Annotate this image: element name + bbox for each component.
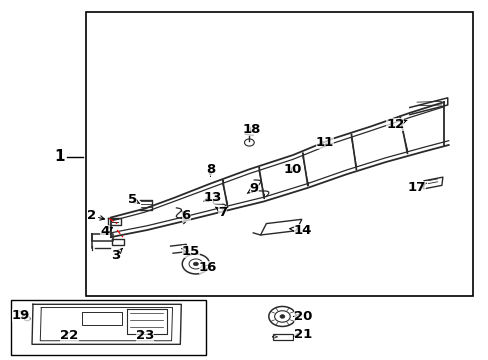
Text: 3: 3 <box>111 248 122 261</box>
Text: 9: 9 <box>247 183 258 195</box>
Text: 17: 17 <box>407 181 426 194</box>
Text: 16: 16 <box>199 261 217 274</box>
Text: 18: 18 <box>242 123 261 136</box>
Bar <box>11 300 205 355</box>
Text: 21: 21 <box>293 328 311 341</box>
Circle shape <box>193 262 198 266</box>
Text: 12: 12 <box>386 118 406 131</box>
Text: 22: 22 <box>60 329 79 342</box>
Bar <box>272 334 292 340</box>
Bar <box>86 12 472 296</box>
Text: 11: 11 <box>315 136 333 149</box>
Text: 20: 20 <box>293 310 311 323</box>
Text: 6: 6 <box>181 209 190 222</box>
Text: 10: 10 <box>284 163 302 176</box>
Text: 7: 7 <box>215 206 227 219</box>
Text: 2: 2 <box>86 209 104 222</box>
Text: 19: 19 <box>12 309 30 321</box>
Text: 1: 1 <box>54 149 64 164</box>
Circle shape <box>280 315 285 318</box>
Text: 15: 15 <box>182 245 200 258</box>
Text: 14: 14 <box>289 224 311 237</box>
Text: 13: 13 <box>203 192 222 204</box>
Text: 8: 8 <box>205 163 215 176</box>
Text: 23: 23 <box>135 329 154 342</box>
Text: 4: 4 <box>100 225 112 238</box>
Text: 5: 5 <box>128 193 140 206</box>
